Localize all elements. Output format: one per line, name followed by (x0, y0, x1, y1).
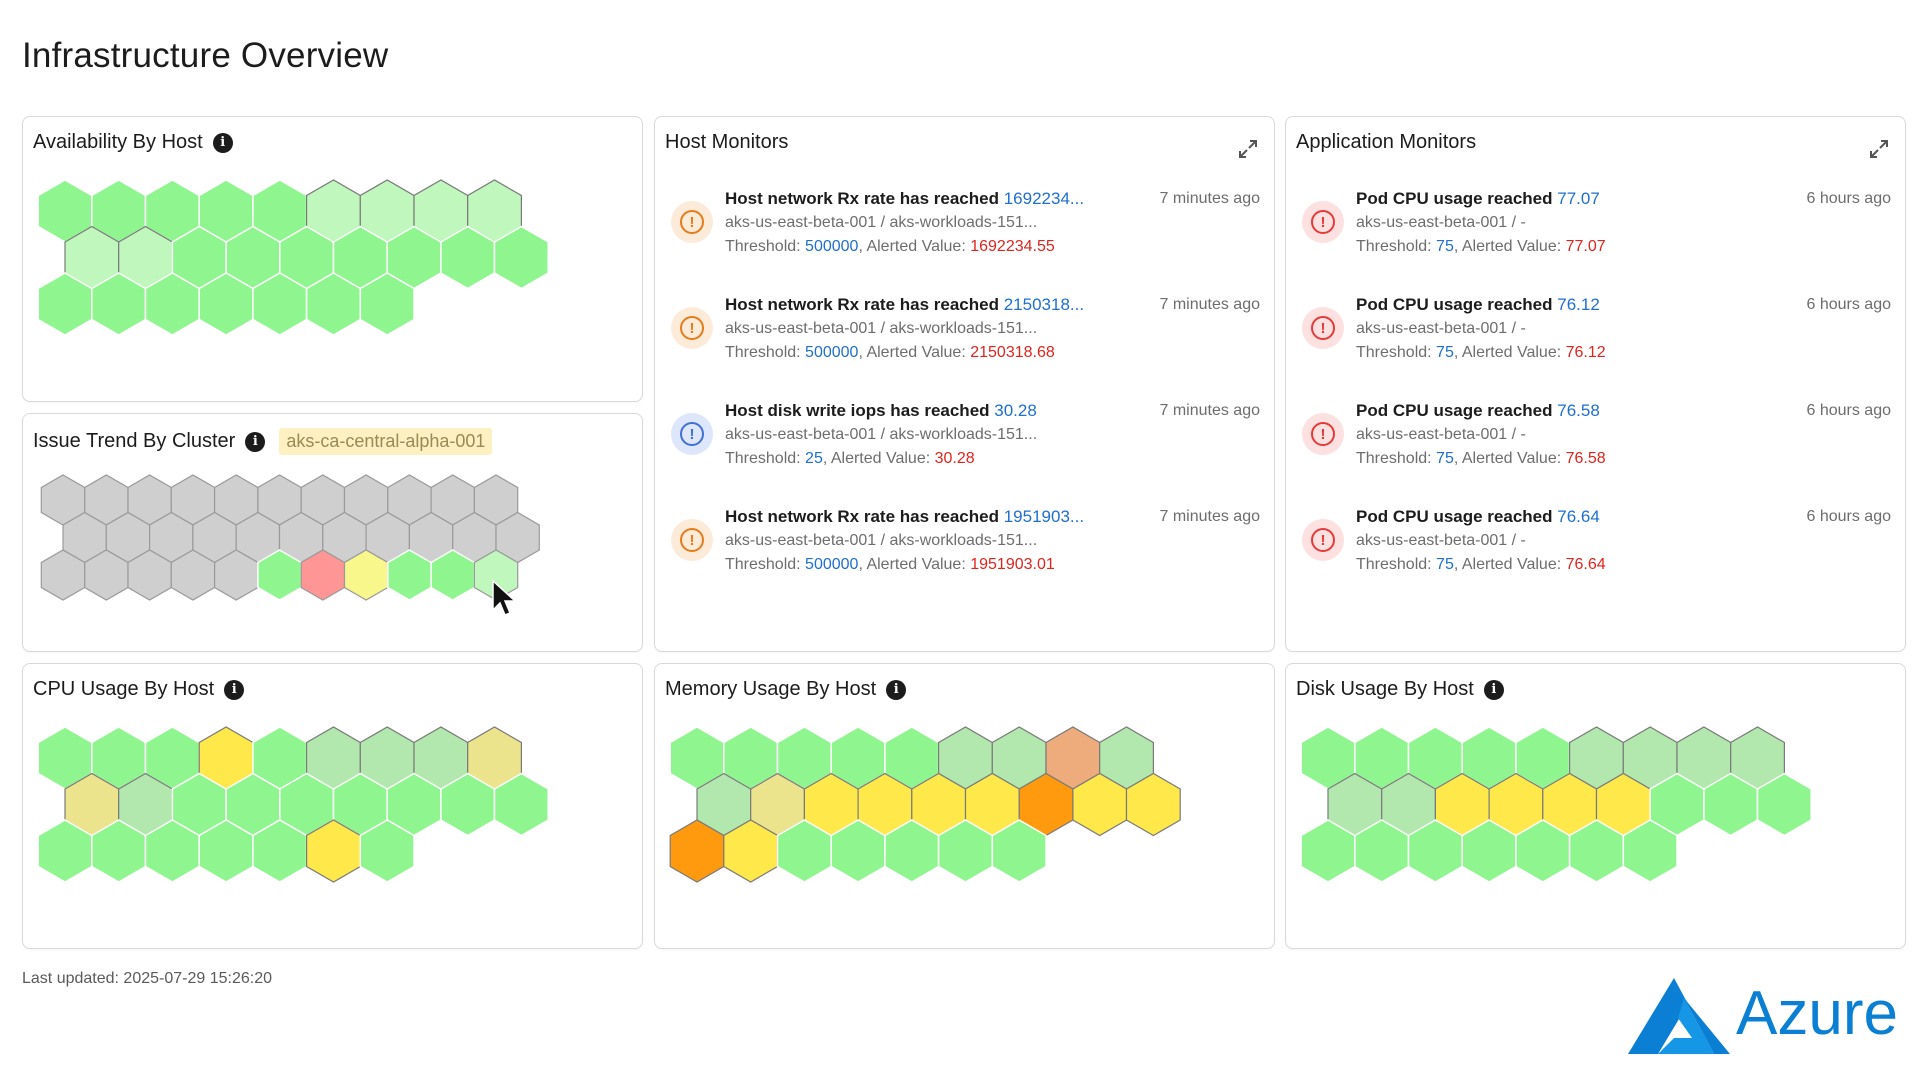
alert-item[interactable]: ! Host disk write iops has reached 30.28 a… (671, 399, 1260, 505)
alert-resource: aks-us-east-beta-001 / aks-workloads-151… (725, 532, 1038, 549)
host-monitors-title: Host Monitors (665, 131, 789, 153)
alert-title: Pod CPU usage reached 76.64 (1356, 507, 1600, 526)
host-hex[interactable] (359, 272, 415, 336)
alert-item[interactable]: ! Pod CPU usage reached 76.12 aks-us-east-… (1302, 293, 1891, 399)
exclamation-circle-icon: ! (1302, 413, 1344, 455)
cpu-usage-title: CPU Usage By Host (33, 678, 215, 700)
alert-time: 7 minutes ago (1159, 508, 1260, 525)
alert-threshold: Threshold: 75, Alerted Value: 77.07 (1356, 238, 1606, 255)
alert-item[interactable]: ! Host network Rx rate has reached 169223… (671, 187, 1260, 293)
alert-title: Host network Rx rate has reached 2150318… (725, 295, 1085, 314)
alert-resource: aks-us-east-beta-001 / aks-workloads-151… (725, 426, 1038, 443)
host-monitors-panel: Host Monitors ! Host network Rx rate has … (654, 116, 1275, 652)
host-hex[interactable] (1622, 819, 1678, 883)
availability-panel: Availability By Host i (22, 116, 643, 402)
alert-threshold: Threshold: 500000, Alerted Value: 195190… (725, 556, 1055, 573)
info-icon[interactable]: i (245, 431, 266, 452)
hex-grid (37, 726, 549, 883)
alert-item[interactable]: ! Pod CPU usage reached 77.07 aks-us-east-… (1302, 187, 1891, 293)
info-icon[interactable]: i (224, 679, 245, 700)
alert-title: Host disk write iops has reached 30.28 (725, 401, 1037, 420)
host-hex[interactable] (473, 549, 519, 601)
host-hex[interactable] (991, 819, 1047, 883)
info-icon[interactable]: i (1483, 679, 1504, 700)
issue-trend-panel: Issue Trend By Cluster i aks-ca-central-… (22, 413, 643, 652)
exclamation-circle-icon: ! (671, 307, 713, 349)
alert-title: Pod CPU usage reached 76.12 (1356, 295, 1600, 314)
alert-item[interactable]: ! Pod CPU usage reached 76.58 aks-us-east-… (1302, 399, 1891, 505)
page-title: Infrastructure Overview (22, 36, 389, 75)
alert-resource: aks-us-east-beta-001 / aks-workloads-151… (725, 320, 1038, 337)
alert-item[interactable]: ! Pod CPU usage reached 76.64 aks-us-east-… (1302, 505, 1891, 611)
exclamation-circle-icon: ! (671, 413, 713, 455)
hex-grid (669, 726, 1181, 883)
last-updated: Last updated: 2025-07-29 15:26:20 (22, 970, 272, 987)
exclamation-circle-icon: ! (1302, 519, 1344, 561)
alert-title: Pod CPU usage reached 77.07 (1356, 189, 1600, 208)
alert-item[interactable]: ! Host network Rx rate has reached 215031… (671, 293, 1260, 399)
disk-usage-title: Disk Usage By Host (1296, 678, 1474, 700)
host-hex[interactable] (1756, 772, 1812, 837)
exclamation-circle-icon: ! (1302, 307, 1344, 349)
alert-resource: aks-us-east-beta-001 / - (1356, 532, 1526, 549)
expand-icon[interactable] (1236, 137, 1260, 161)
host-alert-list: ! Host network Rx rate has reached 169223… (671, 187, 1260, 611)
expand-icon[interactable] (1867, 137, 1891, 161)
alert-item[interactable]: ! Host network Rx rate has reached 195190… (671, 505, 1260, 611)
alert-threshold: Threshold: 500000, Alerted Value: 169223… (725, 238, 1055, 255)
alert-resource: aks-us-east-beta-001 / - (1356, 214, 1526, 231)
alert-threshold: Threshold: 500000, Alerted Value: 215031… (725, 344, 1055, 361)
info-icon[interactable]: i (212, 132, 233, 153)
azure-logo-icon (1628, 978, 1730, 1054)
info-icon[interactable]: i (886, 679, 907, 700)
alert-time: 7 minutes ago (1159, 190, 1260, 207)
application-monitors-panel: Application Monitors ! Pod CPU usage reac… (1285, 116, 1906, 652)
memory-usage-panel: Memory Usage By Host i (654, 663, 1275, 949)
alert-time: 6 hours ago (1806, 296, 1891, 313)
host-hex[interactable] (493, 225, 549, 290)
alert-title: Host network Rx rate has reached 1692234… (725, 189, 1085, 208)
alert-title: Pod CPU usage reached 76.58 (1356, 401, 1600, 420)
alert-resource: aks-us-east-beta-001 / aks-workloads-151… (725, 214, 1038, 231)
exclamation-circle-icon: ! (671, 201, 713, 243)
alert-threshold: Threshold: 75, Alerted Value: 76.58 (1356, 450, 1606, 467)
hex-grid (1300, 726, 1812, 883)
cluster-tag[interactable]: aks-ca-central-alpha-001 (279, 428, 493, 455)
host-hex[interactable] (493, 772, 549, 837)
cpu-usage-panel: CPU Usage By Host i (22, 663, 643, 949)
hex-grid (37, 179, 549, 336)
alert-time: 6 hours ago (1806, 190, 1891, 207)
azure-logo: Azure (1626, 976, 1906, 1058)
alert-time: 6 hours ago (1806, 508, 1891, 525)
host-hex[interactable] (1125, 772, 1181, 837)
exclamation-circle-icon: ! (1302, 201, 1344, 243)
alert-time: 6 hours ago (1806, 402, 1891, 419)
alert-time: 7 minutes ago (1159, 402, 1260, 419)
alert-threshold: Threshold: 75, Alerted Value: 76.12 (1356, 344, 1606, 361)
application-monitors-title: Application Monitors (1296, 131, 1477, 153)
alert-time: 7 minutes ago (1159, 296, 1260, 313)
mouse-pointer-icon (492, 580, 517, 616)
alert-title: Host network Rx rate has reached 1951903… (725, 507, 1085, 526)
exclamation-circle-icon: ! (671, 519, 713, 561)
alert-resource: aks-us-east-beta-001 / - (1356, 426, 1526, 443)
host-hex[interactable] (359, 819, 415, 883)
alert-threshold: Threshold: 25, Alerted Value: 30.28 (725, 450, 975, 467)
hex-grid (40, 474, 540, 601)
availability-title: Availability By Host (33, 131, 203, 153)
alert-resource: aks-us-east-beta-001 / - (1356, 320, 1526, 337)
memory-usage-title: Memory Usage By Host (665, 678, 877, 700)
disk-usage-panel: Disk Usage By Host i (1285, 663, 1906, 949)
alert-threshold: Threshold: 75, Alerted Value: 76.64 (1356, 556, 1606, 573)
issue-trend-title: Issue Trend By Cluster (33, 430, 236, 452)
app-alert-list: ! Pod CPU usage reached 77.07 aks-us-east-… (1302, 187, 1891, 611)
azure-wordmark: Azure (1736, 979, 1898, 1048)
